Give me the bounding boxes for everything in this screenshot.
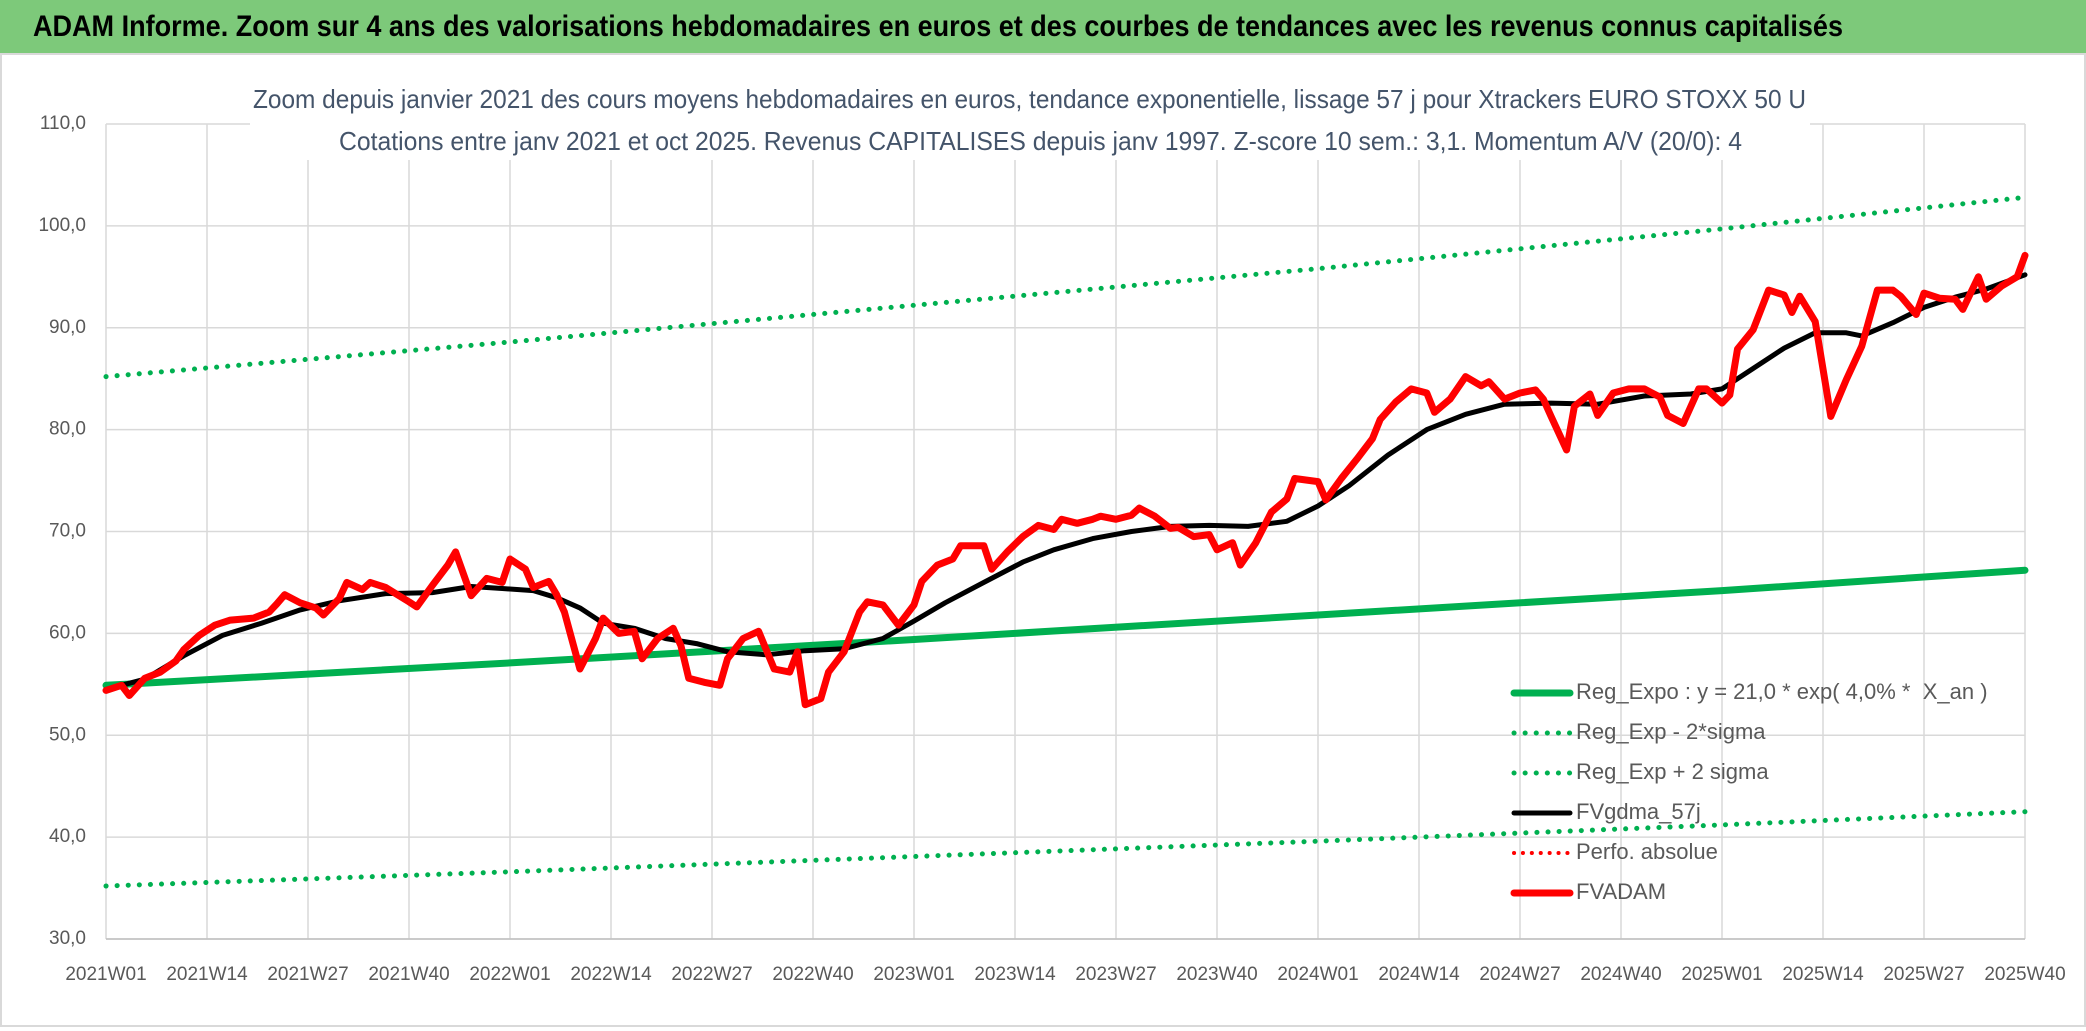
series-line xyxy=(103,809,2028,889)
y-tick-label: 80,0 xyxy=(49,419,86,440)
subtitle-backdrop xyxy=(250,84,1810,160)
series-line xyxy=(102,251,2029,709)
x-tick-label: 2022W27 xyxy=(671,964,752,985)
x-tick-label: 2022W01 xyxy=(469,964,550,985)
chart-title: ADAM Informe. Zoom sur 4 ans des valoris… xyxy=(33,10,1843,43)
chart-subtitle: Cotations entre janv 2021 et oct 2025. R… xyxy=(339,126,1742,156)
y-tick-label: 50,0 xyxy=(49,724,86,745)
x-tick-label: 2022W40 xyxy=(772,964,853,985)
x-tick-label: 2025W40 xyxy=(1984,964,2065,985)
legend-label: Reg_Exp - 2*sigma xyxy=(1576,719,1766,744)
y-tick-label: 90,0 xyxy=(49,317,86,338)
x-tick-label: 2021W40 xyxy=(368,964,449,985)
x-tick-label: 2025W01 xyxy=(1681,964,1762,985)
series-line xyxy=(102,566,2029,689)
x-tick-label: 2023W27 xyxy=(1075,964,1156,985)
chart-frame xyxy=(0,53,2086,1027)
legend-label: Perfo. absolue xyxy=(1576,839,1718,864)
x-tick-label: 2022W14 xyxy=(570,964,652,985)
x-tick-label: 2024W40 xyxy=(1580,964,1661,985)
plot-area: 30,0 40,0 50,0 60,0 70,0 80,0 90,0 100,0 110,0 20… xyxy=(38,113,2065,985)
legend-label: Reg_Exp + 2 sigma xyxy=(1576,759,1769,784)
x-tick-label: 2024W01 xyxy=(1277,964,1358,985)
y-tick-label: 70,0 xyxy=(49,521,86,542)
y-tick-label: 40,0 xyxy=(49,826,86,847)
legend-label: FVADAM xyxy=(1576,879,1666,904)
x-tick-label: 2025W14 xyxy=(1782,964,1864,985)
chart-subtitle: Zoom depuis janvier 2021 des cours moyen… xyxy=(253,84,1806,114)
x-tick-label: 2024W14 xyxy=(1378,964,1460,985)
x-tick-label: 2023W40 xyxy=(1176,964,1257,985)
y-tick-label: 100,0 xyxy=(38,215,86,236)
x-tick-label: 2024W27 xyxy=(1479,964,1560,985)
x-tick-label: 2021W14 xyxy=(166,964,248,985)
x-tick-label: 2023W01 xyxy=(873,964,954,985)
x-tick-label: 2025W27 xyxy=(1883,964,1964,985)
y-tick-label: 30,0 xyxy=(49,928,86,949)
title-banner xyxy=(0,0,2086,53)
legend-label: FVgdma_57j xyxy=(1576,799,1701,824)
x-tick-label: 2023W14 xyxy=(974,964,1056,985)
y-tick-label: 60,0 xyxy=(49,622,86,643)
y-tick-label: 110,0 xyxy=(40,113,86,134)
x-tick-label: 2021W27 xyxy=(267,964,348,985)
legend: Reg_Expo : y = 21,0 * exp( 4,0% * X_an )… xyxy=(1510,679,1988,904)
x-tick-label: 2021W01 xyxy=(65,964,146,985)
legend-label: Reg_Expo : y = 21,0 * exp( 4,0% * X_an ) xyxy=(1576,679,1988,704)
